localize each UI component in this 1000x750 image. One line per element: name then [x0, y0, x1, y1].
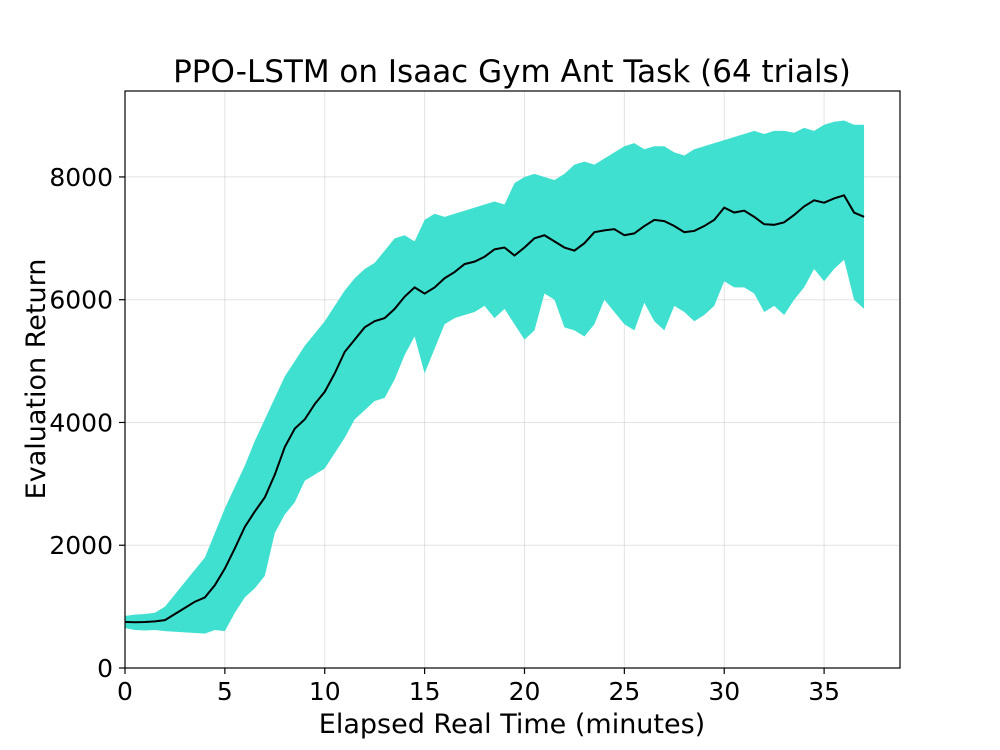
chart-title: PPO-LSTM on Isaac Gym Ant Task (64 trial…	[173, 54, 851, 90]
mean-line	[124, 194, 865, 624]
x-tick-label: 5	[217, 677, 233, 706]
y-axis-label: Evaluation Return	[21, 259, 52, 500]
y-tick-label: 2000	[49, 531, 113, 560]
x-tick-label: 30	[708, 677, 740, 706]
x-tick-label: 10	[309, 677, 341, 706]
plot-frame	[124, 90, 901, 669]
x-tick-label: 35	[808, 677, 840, 706]
std-band-area	[125, 120, 865, 634]
x-tick-label: 20	[509, 677, 541, 706]
axis-ticks: 0 5 10 15 20 25 30 35 0 2000 4000 6000 8000	[49, 163, 840, 706]
x-tick-label: 25	[608, 677, 640, 706]
x-tick-label: 0	[117, 677, 133, 706]
y-tick-label: 6000	[49, 286, 113, 315]
y-tick-label: 4000	[49, 408, 113, 437]
y-tick-label: 0	[97, 654, 113, 683]
x-axis-label: Elapsed Real Time (minutes)	[319, 709, 705, 740]
y-tick-label: 8000	[49, 163, 113, 192]
x-tick-label: 15	[409, 677, 441, 706]
